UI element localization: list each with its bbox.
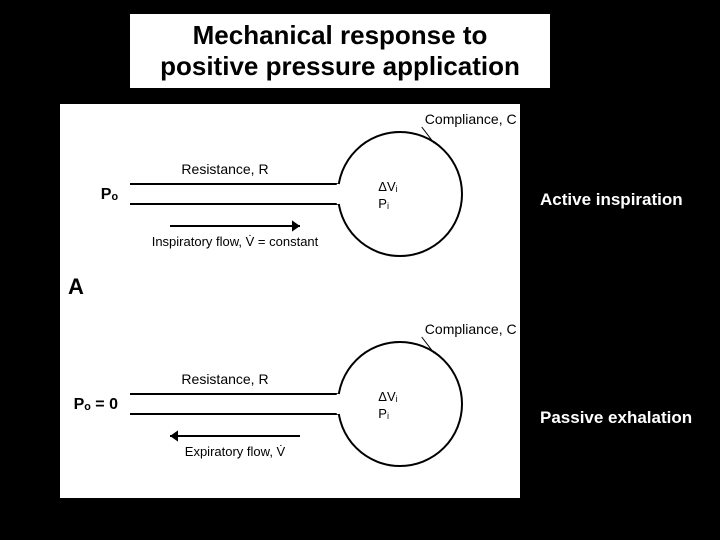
svg-text:ΔVᵢ: ΔVᵢ bbox=[378, 389, 397, 404]
svg-text:Compliance, C: Compliance, C bbox=[425, 111, 517, 127]
svg-text:Pₒ: Pₒ bbox=[101, 186, 119, 203]
title-line-2: positive pressure application bbox=[160, 51, 520, 81]
svg-text:Resistance, R: Resistance, R bbox=[181, 161, 268, 177]
panel-letter: A bbox=[68, 274, 84, 300]
svg-text:Pᵢ: Pᵢ bbox=[378, 406, 389, 421]
label-active-inspiration: Active inspiration bbox=[540, 190, 683, 210]
page-title: Mechanical response to positive pressure… bbox=[130, 14, 550, 88]
svg-text:Resistance, R: Resistance, R bbox=[181, 371, 268, 387]
diagram-area: Pₒ Resistance, R Compliance, C ΔVᵢ Pᵢ Inspira… bbox=[60, 104, 520, 498]
lung-model-diagram: Pₒ Resistance, R Compliance, C ΔVᵢ Pᵢ Inspira… bbox=[60, 104, 520, 498]
svg-text:Expiratory flow, V̇: Expiratory flow, V̇ bbox=[185, 444, 286, 459]
label-passive-exhalation: Passive exhalation bbox=[540, 408, 692, 428]
svg-text:Pᵢ: Pᵢ bbox=[378, 196, 389, 211]
svg-text:Compliance, C: Compliance, C bbox=[425, 321, 517, 337]
svg-text:Pₒ = 0: Pₒ = 0 bbox=[74, 396, 118, 413]
title-line-1: Mechanical response to bbox=[193, 20, 488, 50]
svg-text:Inspiratory flow, V̇ = constan: Inspiratory flow, V̇ = constant bbox=[152, 234, 319, 249]
svg-text:ΔVᵢ: ΔVᵢ bbox=[378, 179, 397, 194]
